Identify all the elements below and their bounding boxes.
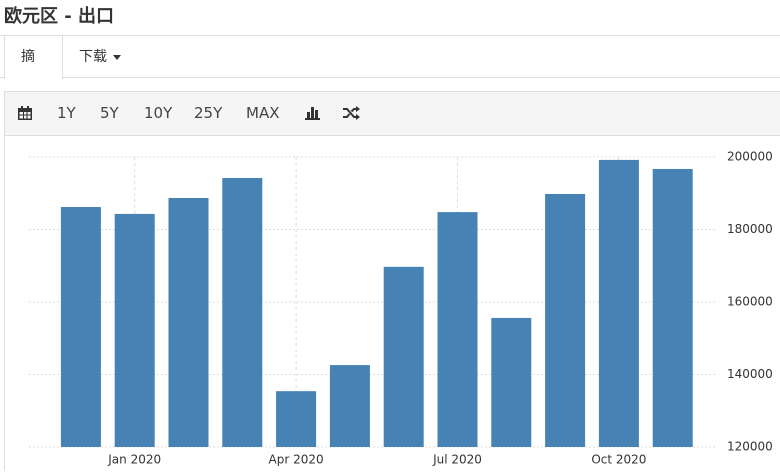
- shuffle-icon[interactable]: [343, 106, 360, 120]
- bar: [383, 266, 424, 447]
- bar: [222, 178, 263, 447]
- bar: [60, 207, 101, 447]
- x-tick-label: Jan 2020: [107, 453, 161, 467]
- tab[interactable]: 摘要: [4, 36, 63, 107]
- x-tick-label: Apr 2020: [269, 453, 324, 467]
- tab-bar: 摘要 下载: [0, 35, 780, 107]
- range-button[interactable]: 1Y: [57, 104, 76, 122]
- range-button[interactable]: 5Y: [100, 104, 119, 122]
- bar: [545, 193, 586, 447]
- x-tick-label: Oct 2020: [591, 453, 646, 467]
- range-button[interactable]: 25Y: [194, 104, 223, 122]
- bar: [437, 212, 478, 447]
- caret: [113, 54, 121, 60]
- bar: [329, 365, 370, 447]
- y-tick-label: 120000: [727, 440, 773, 454]
- toolbar: 1Y 5Y 10Y 25Y MAX: [4, 91, 780, 136]
- x-tick-label: Jul 2020: [432, 453, 482, 467]
- bar-chart-icon[interactable]: [305, 106, 320, 120]
- range-button[interactable]: 10Y: [144, 104, 173, 122]
- y-tick-label: 140000: [727, 367, 773, 381]
- chart: 120000 140000 160000 180000 200000 Jan 2020 Ap…: [29, 150, 773, 467]
- bar: [598, 159, 639, 447]
- y-tick-label: 180000: [727, 222, 773, 236]
- bar: [168, 197, 209, 447]
- bar: [491, 317, 532, 447]
- bar: [276, 391, 317, 447]
- calendar-icon[interactable]: [18, 106, 32, 120]
- y-tick-label: 160000: [727, 295, 773, 309]
- tab[interactable]: 下载: [63, 36, 137, 78]
- y-tick-label: 200000: [727, 150, 773, 164]
- chart-area: 120000 140000 160000 180000 200000 Jan 2020 Ap…: [4, 136, 780, 471]
- bar: [652, 168, 693, 447]
- bar: [114, 213, 155, 447]
- page-title: 欧元区 - 出口: [4, 6, 115, 27]
- range-button[interactable]: MAX: [246, 104, 280, 122]
- tab-label: 下载: [79, 49, 107, 65]
